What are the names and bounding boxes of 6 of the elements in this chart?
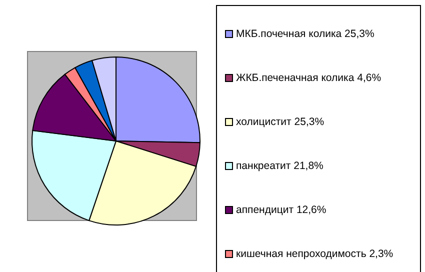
legend-label: аппендицит 12,6% [236,204,326,216]
legend-label: кишечная непроходимость 2,3% [236,248,394,260]
legend-label: панкреатит 21,8% [236,160,324,172]
legend-label: МКБ.почечная колика 25,3% [236,28,374,40]
legend-label: холицистит 25,3% [236,116,324,128]
legend-label: ЖКБ.печеначная колика 4,6% [236,72,382,84]
